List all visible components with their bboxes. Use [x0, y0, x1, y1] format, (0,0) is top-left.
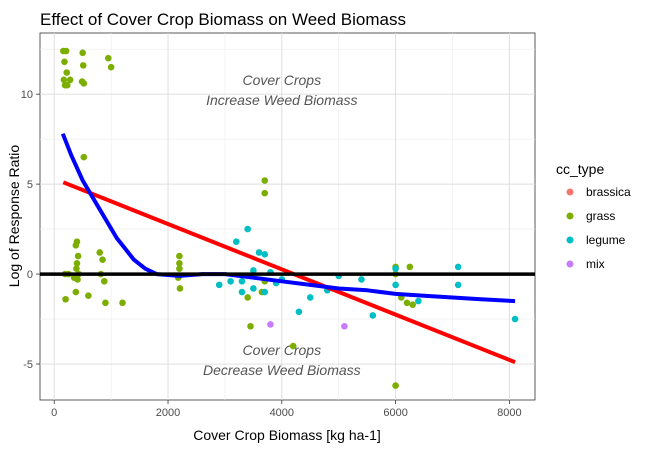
chart-title: Effect of Cover Crop Biomass on Weed Bio…	[40, 10, 406, 29]
data-point-grass	[261, 177, 269, 184]
x-axis-title: Cover Crop Biomass [kg ha-1]	[193, 427, 381, 443]
annotation-text: Increase Weed Biomass	[206, 92, 357, 108]
data-point-legume	[250, 267, 257, 274]
data-point-legume	[511, 315, 519, 323]
legend-label-mix: mix	[586, 257, 605, 271]
legend-title: cc_type	[556, 161, 604, 177]
x-tick-label: 0	[51, 407, 57, 419]
plot-panel: Cover Crops Increase Weed Biomass Cover Cr…	[39, 32, 536, 401]
grid	[40, 33, 535, 400]
data-point-grass	[66, 76, 74, 84]
data-point-grass	[104, 54, 112, 62]
data-point-legume	[295, 308, 303, 316]
y-tick-label: -5	[23, 359, 33, 371]
data-point-grass	[62, 295, 69, 303]
data-point-grass	[79, 49, 86, 57]
legend-key-brassica	[566, 188, 574, 196]
data-point-grass	[289, 342, 297, 350]
y-tick-label: 0	[27, 269, 33, 281]
data-point-grass	[244, 294, 251, 301]
data-point-grass	[74, 276, 81, 283]
legend-key-mix	[566, 260, 574, 268]
data-point-legume	[454, 281, 462, 289]
data-point-grass	[247, 322, 254, 330]
data-point-mix	[267, 321, 274, 328]
data-point-legume	[215, 281, 223, 289]
data-point-legume	[255, 249, 263, 256]
data-point-legume	[358, 276, 365, 283]
data-point-grass	[261, 189, 269, 197]
data-point-grass	[176, 259, 183, 267]
data-point-grass	[80, 80, 88, 87]
data-point-grass	[176, 265, 183, 272]
data-point-grass	[61, 58, 68, 66]
data-point-grass	[72, 288, 80, 296]
x-tick-label: 4000	[270, 407, 294, 419]
data-point-legume	[392, 281, 399, 289]
data-point-legume	[454, 263, 462, 271]
data-point-legume	[227, 277, 234, 285]
data-point-grass	[100, 277, 108, 285]
annotation-text: Cover Crops	[243, 72, 322, 88]
legend: cc_type brassica grass legume mix	[556, 161, 631, 271]
data-point-grass	[85, 292, 92, 299]
data-point-grass	[119, 299, 126, 307]
data-point-grass	[403, 299, 411, 307]
data-point-grass	[72, 241, 80, 249]
data-point-grass	[102, 299, 109, 307]
data-point-legume	[238, 288, 246, 296]
x-tick-label: 8000	[497, 407, 521, 419]
data-point-grass	[63, 69, 71, 76]
data-point-grass	[80, 153, 88, 161]
data-point-grass	[99, 256, 106, 263]
legend-label-grass: grass	[586, 209, 615, 223]
data-point-grass	[107, 63, 115, 71]
data-point-legume	[244, 225, 251, 233]
data-point-grass	[392, 382, 399, 389]
data-point-legume	[261, 250, 269, 258]
data-point-legume	[232, 238, 240, 245]
annotation-text: Decrease Weed Biomass	[203, 362, 361, 378]
data-points	[60, 47, 519, 389]
y-axis: -5 0 5 10	[21, 89, 40, 371]
legend-key-legume	[566, 236, 574, 244]
legend-label-legume: legume	[586, 233, 626, 247]
data-point-grass	[60, 76, 68, 84]
data-point-grass	[74, 252, 82, 260]
legend-key-grass	[566, 212, 574, 220]
fit-line-linear	[62, 180, 516, 365]
data-point-legume	[392, 265, 399, 272]
annotations: Cover Crops Increase Weed Biomass Cover Cr…	[203, 72, 361, 378]
x-tick-label: 6000	[383, 407, 407, 419]
data-point-grass	[64, 81, 71, 89]
y-axis-title: Log of Response Ratio	[6, 145, 22, 288]
data-point-grass	[176, 285, 184, 292]
data-point-legume	[415, 297, 422, 305]
data-point-legume	[261, 288, 269, 296]
data-point-grass	[96, 249, 104, 256]
data-point-grass	[409, 301, 416, 308]
data-point-legume	[250, 285, 257, 292]
y-tick-label: 10	[21, 89, 33, 101]
data-point-grass	[406, 263, 414, 271]
legend-label-brassica: brassica	[586, 185, 631, 199]
data-point-grass	[73, 259, 81, 267]
annotation-text: Cover Crops	[243, 342, 322, 358]
y-tick-label: 5	[27, 179, 33, 191]
x-axis: 0 2000 4000 6000 8000	[51, 400, 522, 419]
data-point-legume	[306, 294, 314, 301]
data-point-grass	[176, 252, 183, 260]
data-point-legume	[238, 277, 246, 285]
data-point-legume	[369, 312, 377, 319]
data-point-grass	[79, 62, 87, 69]
data-point-grass	[62, 47, 70, 55]
data-point-grass	[73, 265, 80, 272]
x-tick-label: 2000	[156, 407, 180, 419]
data-point-mix	[341, 322, 348, 330]
